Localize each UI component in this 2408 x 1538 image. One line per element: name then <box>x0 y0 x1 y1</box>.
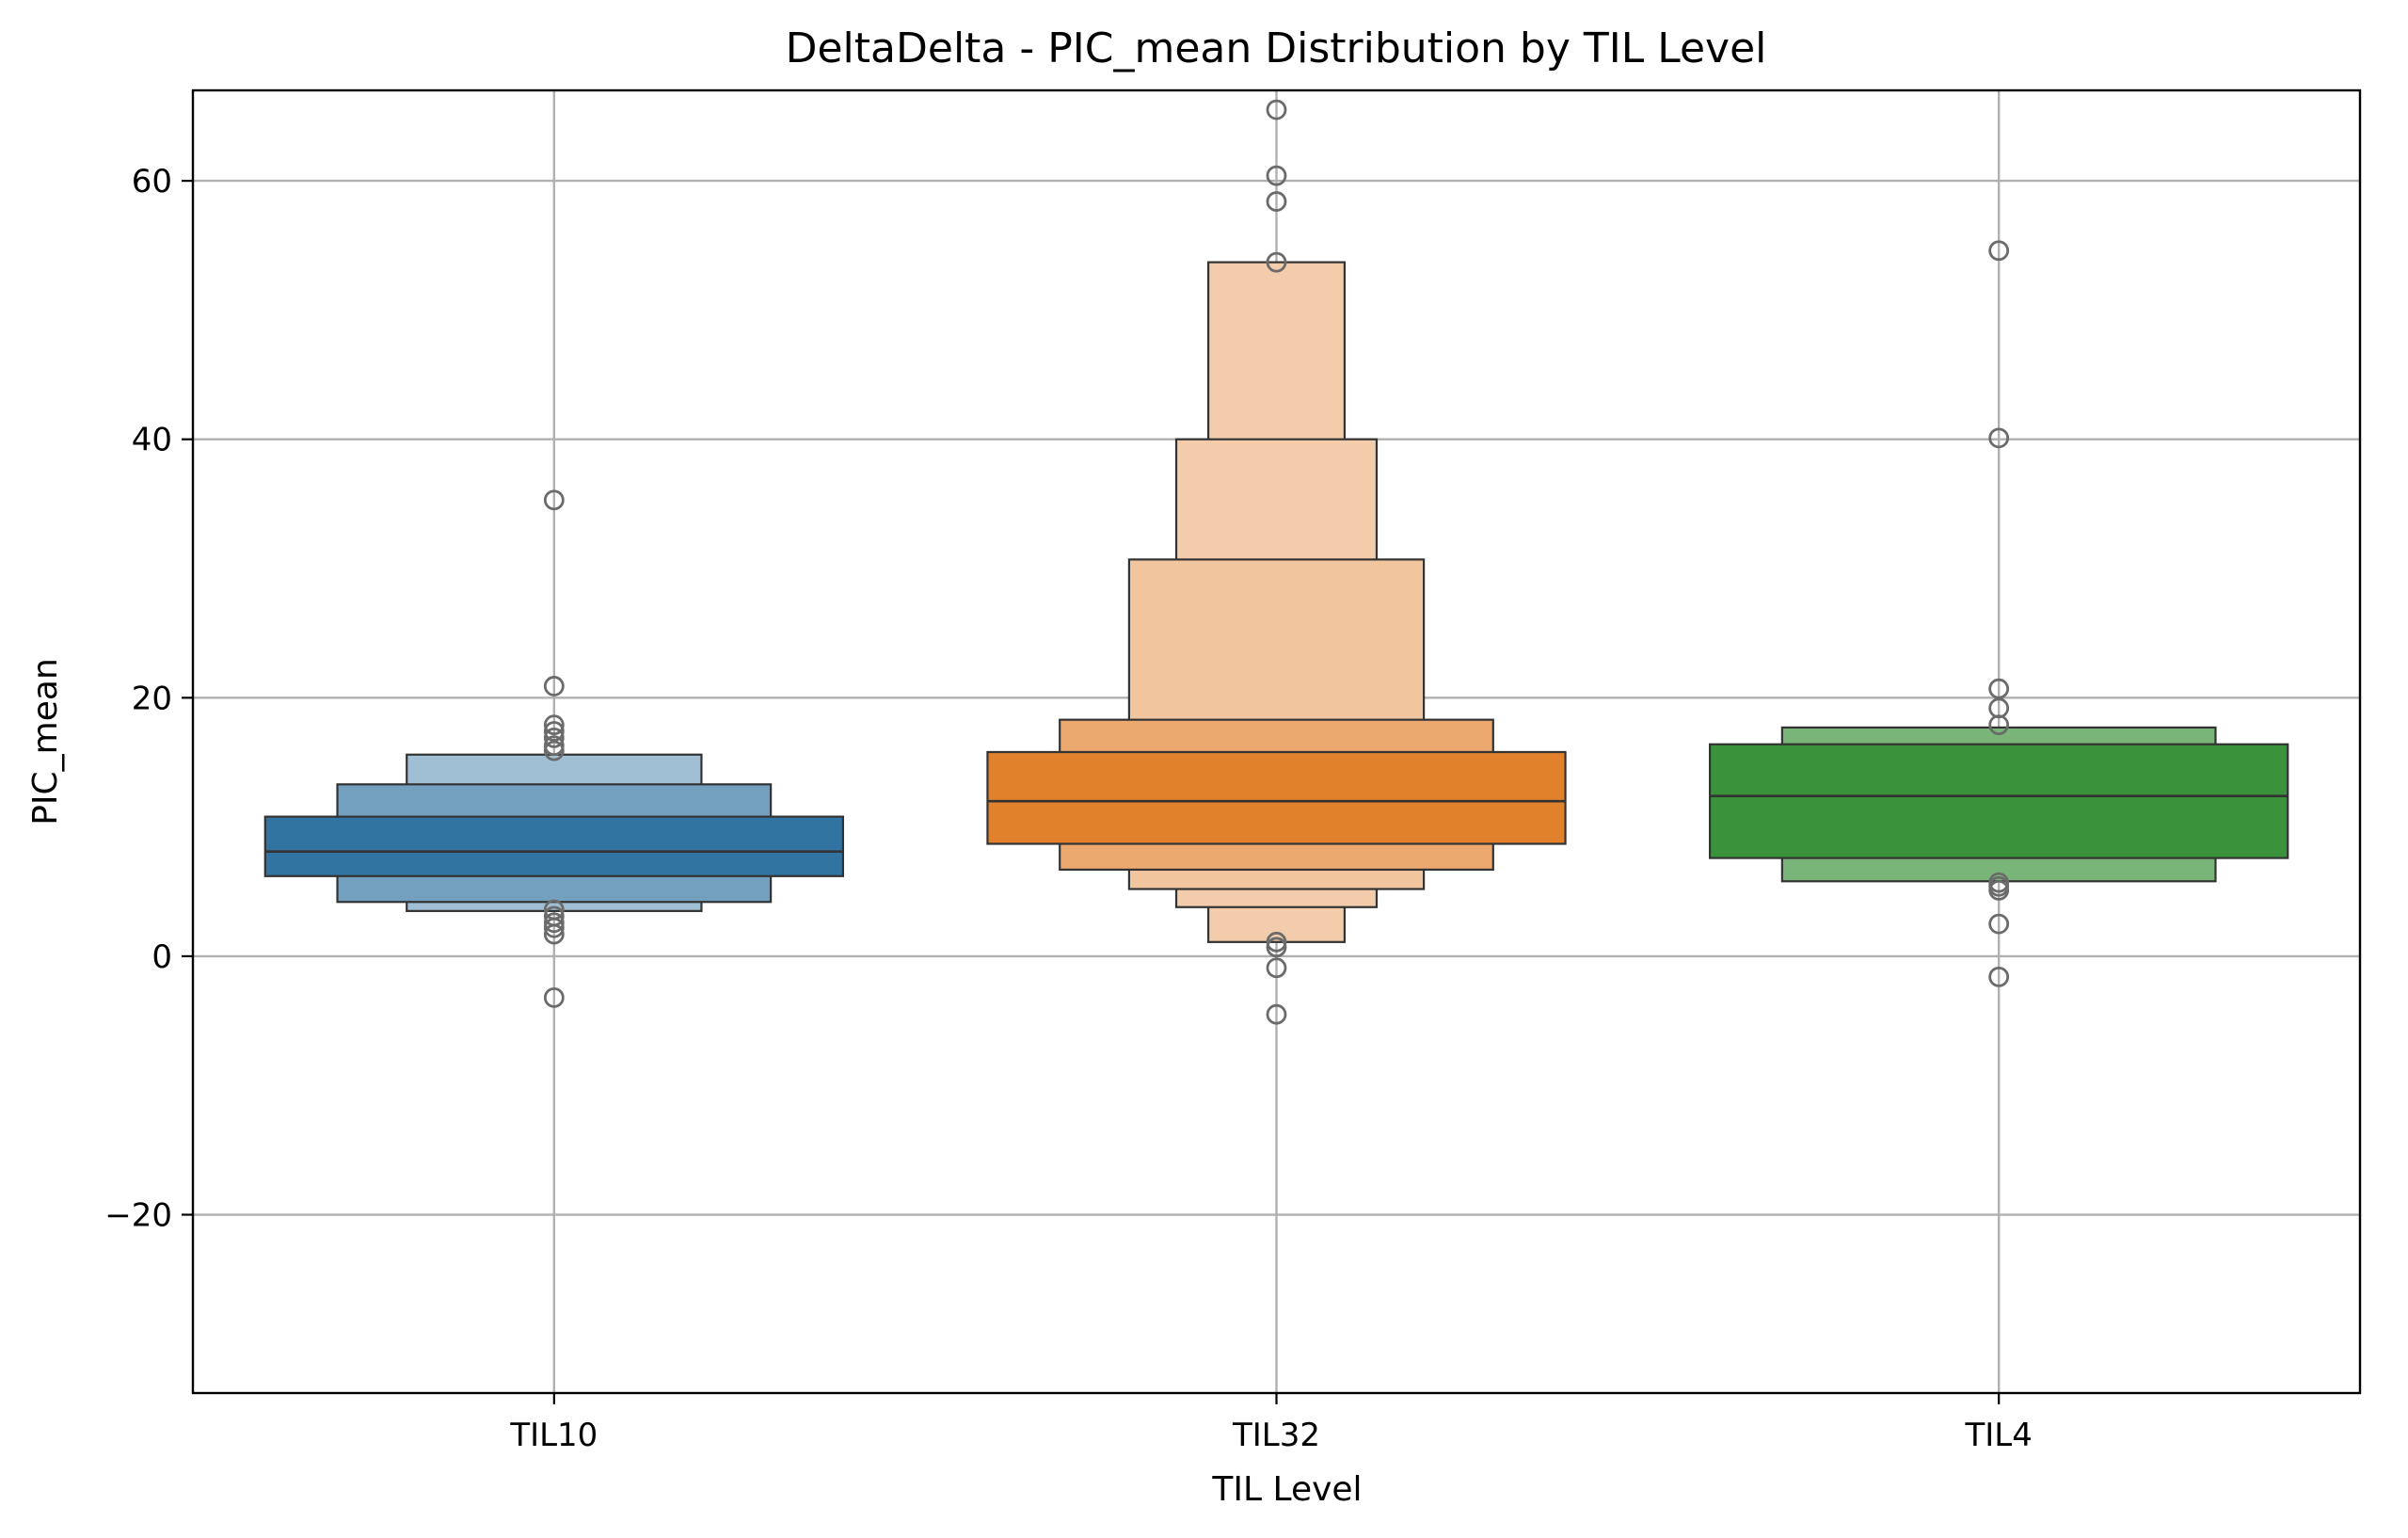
y-axis-label: PIC_mean <box>26 658 65 825</box>
y-tick-label: −20 <box>104 1197 172 1235</box>
outlier-point <box>543 986 565 1008</box>
outlier-point <box>543 727 565 748</box>
boxen-level <box>1708 743 2289 859</box>
outlier-point <box>1266 165 1287 186</box>
outlier-point <box>543 735 565 757</box>
outlier-point <box>543 923 565 945</box>
outlier-point <box>543 912 565 934</box>
outlier-point <box>543 676 565 697</box>
y-axis-ticks: −20 0 20 40 60 <box>104 163 193 1235</box>
boxen-til4 <box>1708 240 2289 987</box>
y-tick-label: 40 <box>132 422 172 459</box>
y-tick-label: 0 <box>151 938 172 976</box>
boxen-til10 <box>263 489 845 1008</box>
outlier-point <box>543 917 565 938</box>
outlier-point <box>543 489 565 511</box>
outlier-point <box>1266 99 1287 120</box>
x-tick-label: TIL4 <box>1964 1417 2032 1454</box>
outlier-point <box>1988 240 2010 262</box>
boxen-plots <box>263 99 2289 1025</box>
boxen-til32 <box>986 99 1567 1025</box>
boxen-level <box>986 750 1567 845</box>
chart-title: DeltaDelta - PIC_mean Distribution by TI… <box>786 24 1767 72</box>
outlier-point <box>1988 714 2010 736</box>
boxen-level <box>263 815 845 877</box>
outlier-point <box>543 721 565 742</box>
outlier-point <box>1988 427 2010 449</box>
outlier-point <box>1988 879 2010 901</box>
x-tick-label: TIL10 <box>509 1417 598 1454</box>
outlier-point <box>1988 678 2010 699</box>
outlier-point <box>1266 957 1287 979</box>
outlier-point <box>1266 937 1287 958</box>
y-tick-label: 60 <box>132 163 172 200</box>
y-tick-label: 20 <box>132 680 172 717</box>
outlier-point <box>543 740 565 761</box>
outlier-point <box>1266 251 1287 273</box>
outlier-point <box>1266 1003 1287 1025</box>
x-axis-label: TIL Level <box>1211 1470 1362 1509</box>
outlier-point <box>1988 966 2010 987</box>
outlier-point <box>1266 931 1287 953</box>
x-tick-label: TIL32 <box>1232 1417 1320 1454</box>
outlier-point <box>543 714 565 736</box>
outlier-point <box>1988 913 2010 935</box>
x-axis-ticks: TIL10 TIL32 TIL4 <box>509 1393 2033 1454</box>
outlier-point <box>1266 191 1287 212</box>
